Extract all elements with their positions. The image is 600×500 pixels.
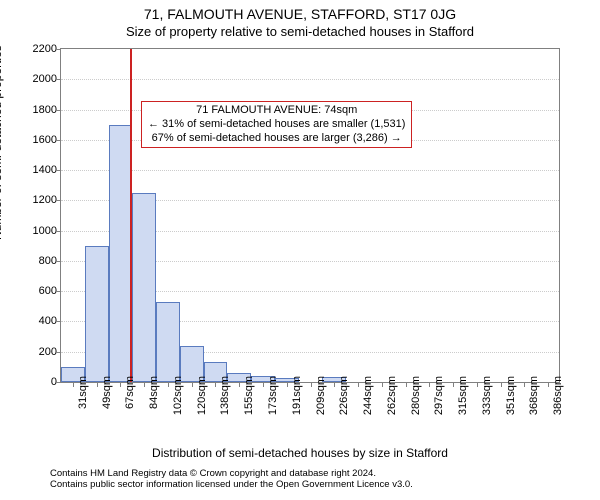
x-tick-label: 386sqm: [552, 376, 564, 415]
x-tick-mark: [73, 382, 74, 387]
x-tick-mark: [311, 382, 312, 387]
x-tick-label: 173sqm: [267, 376, 279, 415]
x-tick-mark: [501, 382, 502, 387]
x-tick-label: 49sqm: [101, 376, 113, 409]
y-tick-mark: [56, 352, 61, 353]
chart-plot-area: 0200400600800100012001400160018002000220…: [60, 48, 560, 383]
x-tick-label: 351sqm: [505, 376, 517, 415]
y-tick-label: 1400: [23, 164, 57, 176]
x-tick-label: 120sqm: [196, 376, 208, 415]
y-tick-mark: [56, 79, 61, 80]
x-axis-label: Distribution of semi-detached houses by …: [0, 446, 600, 460]
y-axis-label: Number of semi-detached properties: [0, 45, 4, 240]
y-tick-mark: [56, 110, 61, 111]
y-tick-label: 0: [23, 376, 57, 388]
x-tick-mark: [334, 382, 335, 387]
x-tick-label: 280sqm: [410, 376, 422, 415]
x-tick-mark: [287, 382, 288, 387]
y-tick-label: 400: [23, 315, 57, 327]
x-tick-label: 191sqm: [291, 376, 303, 415]
x-tick-mark: [453, 382, 454, 387]
x-tick-mark: [524, 382, 525, 387]
property-marker-line: [130, 49, 132, 382]
y-tick-mark: [56, 321, 61, 322]
x-tick-label: 262sqm: [386, 376, 398, 415]
x-tick-label: 333sqm: [481, 376, 493, 415]
x-tick-label: 297sqm: [433, 376, 445, 415]
y-tick-label: 800: [23, 255, 57, 267]
info-box-line-larger: 67% of semi-detached houses are larger (…: [148, 132, 405, 146]
x-tick-mark: [406, 382, 407, 387]
info-box-line-property: 71 FALMOUTH AVENUE: 74sqm: [148, 104, 405, 118]
histogram-bar: [156, 302, 180, 382]
y-tick-label: 600: [23, 285, 57, 297]
x-tick-mark: [144, 382, 145, 387]
copyright-line-2: Contains public sector information licen…: [50, 479, 413, 490]
x-tick-mark: [120, 382, 121, 387]
x-tick-mark: [239, 382, 240, 387]
property-info-box: 71 FALMOUTH AVENUE: 74sqm ← 31% of semi-…: [141, 101, 412, 148]
x-tick-mark: [168, 382, 169, 387]
histogram-bar: [85, 246, 109, 382]
y-tick-mark: [56, 291, 61, 292]
histogram-bar: [132, 193, 156, 382]
y-tick-mark: [56, 261, 61, 262]
info-box-line-smaller: ← 31% of semi-detached houses are smalle…: [148, 118, 405, 132]
y-tick-label: 2000: [23, 73, 57, 85]
chart-title-sub: Size of property relative to semi-detach…: [0, 24, 600, 39]
gridline-h: [61, 170, 559, 171]
x-tick-mark: [358, 382, 359, 387]
x-tick-mark: [97, 382, 98, 387]
x-tick-label: 84sqm: [148, 376, 160, 409]
x-tick-mark: [477, 382, 478, 387]
x-tick-label: 209sqm: [315, 376, 327, 415]
y-tick-mark: [56, 49, 61, 50]
x-tick-label: 67sqm: [124, 376, 136, 409]
y-tick-label: 2200: [23, 43, 57, 55]
chart-container: 71, FALMOUTH AVENUE, STAFFORD, ST17 0JG …: [0, 0, 600, 500]
x-tick-label: 31sqm: [77, 376, 89, 409]
copyright-notice: Contains HM Land Registry data © Crown c…: [50, 468, 413, 491]
x-tick-mark: [215, 382, 216, 387]
x-tick-label: 155sqm: [243, 376, 255, 415]
y-tick-mark: [56, 231, 61, 232]
y-tick-mark: [56, 382, 61, 383]
chart-title-main: 71, FALMOUTH AVENUE, STAFFORD, ST17 0JG: [0, 6, 600, 22]
histogram-bar: [109, 125, 133, 382]
y-tick-label: 200: [23, 346, 57, 358]
y-tick-mark: [56, 140, 61, 141]
x-tick-mark: [192, 382, 193, 387]
y-tick-label: 1800: [23, 104, 57, 116]
y-tick-label: 1200: [23, 194, 57, 206]
copyright-line-1: Contains HM Land Registry data © Crown c…: [50, 468, 413, 479]
x-tick-label: 368sqm: [528, 376, 540, 415]
x-tick-label: 138sqm: [219, 376, 231, 415]
x-tick-label: 102sqm: [172, 376, 184, 415]
x-tick-mark: [382, 382, 383, 387]
x-tick-label: 226sqm: [338, 376, 350, 415]
x-tick-mark: [263, 382, 264, 387]
y-tick-label: 1600: [23, 134, 57, 146]
x-tick-mark: [429, 382, 430, 387]
x-tick-label: 244sqm: [362, 376, 374, 415]
x-tick-mark: [548, 382, 549, 387]
y-tick-mark: [56, 200, 61, 201]
y-tick-label: 1000: [23, 225, 57, 237]
x-tick-label: 315sqm: [457, 376, 469, 415]
y-tick-mark: [56, 170, 61, 171]
gridline-h: [61, 79, 559, 80]
